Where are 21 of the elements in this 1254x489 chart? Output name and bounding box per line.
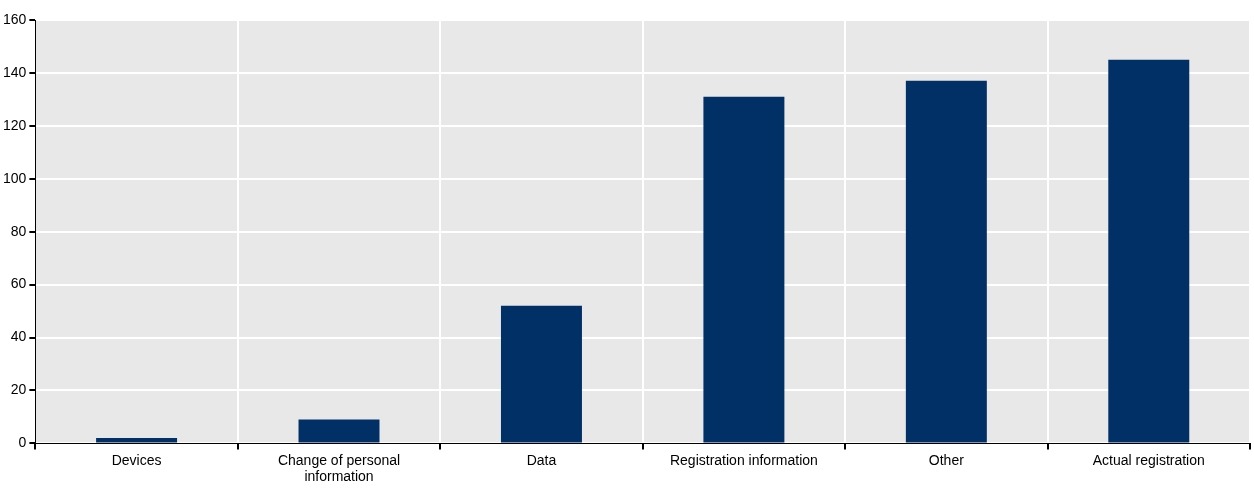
bar — [703, 96, 785, 443]
x-tick-label: Devices — [111, 451, 162, 468]
bar — [96, 438, 178, 443]
x-tick-label: Registration information — [669, 451, 818, 468]
bar — [500, 305, 582, 443]
bar — [298, 419, 380, 443]
y-tick-label: 120 — [3, 116, 27, 133]
bar — [1108, 59, 1190, 443]
x-tick-label: Actual registration — [1092, 451, 1205, 468]
y-tick-label: 0 — [18, 434, 27, 451]
y-tick-label: 20 — [10, 381, 27, 398]
y-tick-label: 160 — [3, 10, 27, 27]
x-tick-label: Data — [526, 451, 557, 468]
y-tick-label: 80 — [10, 222, 27, 239]
y-tick-label: 60 — [10, 275, 27, 292]
bar — [905, 80, 987, 443]
x-tick-label: Change of personal information — [277, 451, 401, 485]
y-tick-label: 140 — [3, 63, 27, 80]
y-tick-label: 40 — [10, 328, 27, 345]
y-tick-label: 100 — [3, 169, 27, 186]
x-tick-label: Other — [928, 451, 965, 468]
